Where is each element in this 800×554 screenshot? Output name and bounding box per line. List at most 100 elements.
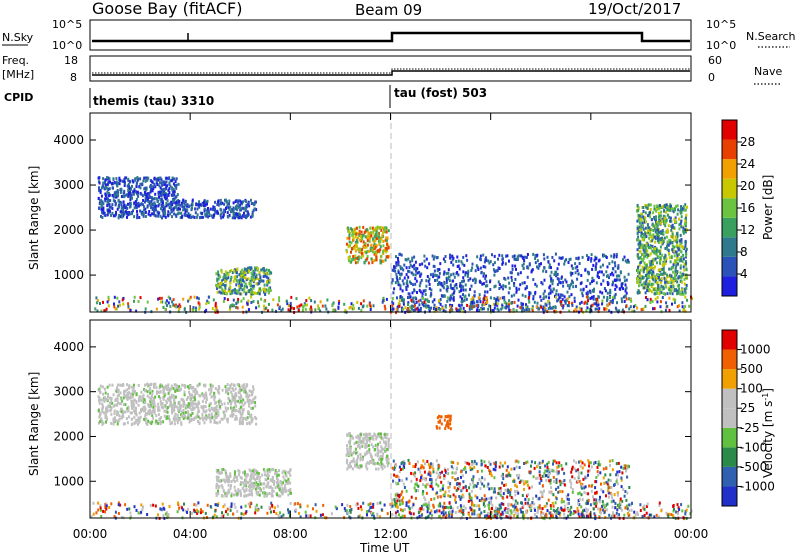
data-cell	[371, 248, 374, 252]
data-cell	[265, 268, 268, 272]
data-cell	[258, 279, 261, 283]
data-cell	[181, 383, 184, 387]
data-cell	[196, 391, 199, 395]
data-cell	[375, 255, 378, 259]
data-cell	[151, 392, 154, 396]
data-cell	[670, 224, 673, 228]
data-cell	[98, 421, 100, 425]
y-tick-label: 4000	[53, 133, 84, 147]
data-cell	[479, 254, 482, 258]
data-cell	[226, 480, 229, 484]
data-cell	[162, 391, 165, 395]
data-cell	[543, 295, 546, 299]
data-cell	[202, 383, 205, 387]
data-cell	[234, 216, 236, 220]
data-cell	[267, 289, 270, 292]
data-cell	[544, 308, 546, 312]
data-cell	[536, 265, 538, 269]
data-cell	[173, 190, 176, 194]
data-cell	[148, 210, 151, 213]
data-cell	[251, 273, 254, 277]
data-cell	[168, 187, 171, 190]
data-cell	[295, 297, 298, 301]
data-cell	[677, 208, 680, 212]
data-cell	[268, 302, 270, 306]
data-cell	[670, 281, 673, 285]
data-cell	[98, 399, 100, 403]
data-cell	[102, 398, 105, 402]
data-cell	[246, 473, 249, 477]
data-cell	[239, 489, 242, 493]
data-cell	[254, 275, 257, 279]
data-cell	[192, 308, 195, 312]
data-cell	[126, 383, 129, 387]
cpid-segment-2: tau (fost) 503	[394, 86, 487, 100]
data-cell	[194, 211, 197, 215]
data-cell	[266, 482, 269, 486]
data-cell	[372, 250, 374, 254]
data-cell	[283, 488, 286, 492]
data-cell	[149, 410, 152, 414]
data-cell	[159, 422, 162, 426]
data-cell	[680, 205, 682, 209]
data-cell	[645, 296, 647, 299]
data-cell	[412, 305, 415, 309]
data-cell	[230, 480, 233, 484]
data-cell	[559, 300, 562, 304]
data-cell	[516, 304, 519, 308]
data-cell	[203, 201, 205, 204]
data-cell	[521, 293, 524, 297]
data-cell	[540, 305, 543, 309]
data-cell	[684, 241, 687, 245]
data-cell	[166, 415, 168, 419]
data-cell	[222, 468, 225, 471]
data-cell	[172, 298, 175, 302]
data-cell	[673, 254, 676, 258]
data-cell	[611, 300, 614, 304]
data-cell	[646, 214, 649, 218]
data-cell	[347, 226, 350, 230]
data-cell	[424, 288, 427, 292]
data-cell	[202, 418, 205, 422]
data-cell	[662, 292, 665, 296]
data-cell	[348, 255, 351, 259]
data-cell	[126, 184, 129, 188]
data-cell	[204, 214, 207, 218]
data-cell	[110, 396, 113, 400]
data-cell	[385, 297, 388, 301]
data-cell	[449, 253, 451, 257]
data-cell	[133, 421, 136, 425]
data-cell	[246, 214, 249, 217]
data-cell	[570, 293, 573, 297]
data-cell	[102, 202, 105, 206]
data-cell	[236, 214, 239, 218]
data-cell	[151, 420, 154, 424]
data-cell	[401, 289, 404, 293]
data-cell	[683, 273, 686, 277]
data-cell	[678, 259, 681, 263]
data-cell	[248, 489, 251, 493]
data-cell	[117, 411, 120, 414]
data-cell	[161, 300, 164, 304]
data-cell	[406, 284, 409, 288]
data-cell	[526, 305, 529, 309]
data-cell	[104, 199, 107, 203]
data-cell	[416, 271, 419, 275]
data-cell	[194, 388, 196, 391]
data-cell	[112, 404, 115, 408]
data-cell	[520, 306, 523, 310]
data-cell	[673, 275, 676, 279]
data-cell	[157, 408, 160, 412]
data-cell	[188, 420, 191, 424]
data-cell	[121, 414, 124, 418]
data-cell	[679, 221, 682, 225]
data-cell	[636, 203, 639, 207]
data-cell	[165, 399, 168, 403]
data-cell	[586, 278, 589, 282]
data-cell	[156, 420, 159, 424]
data-cell	[246, 302, 249, 306]
data-cell	[245, 494, 248, 498]
data-cell	[172, 200, 175, 204]
data-cell	[226, 383, 229, 386]
data-cell	[258, 271, 261, 275]
